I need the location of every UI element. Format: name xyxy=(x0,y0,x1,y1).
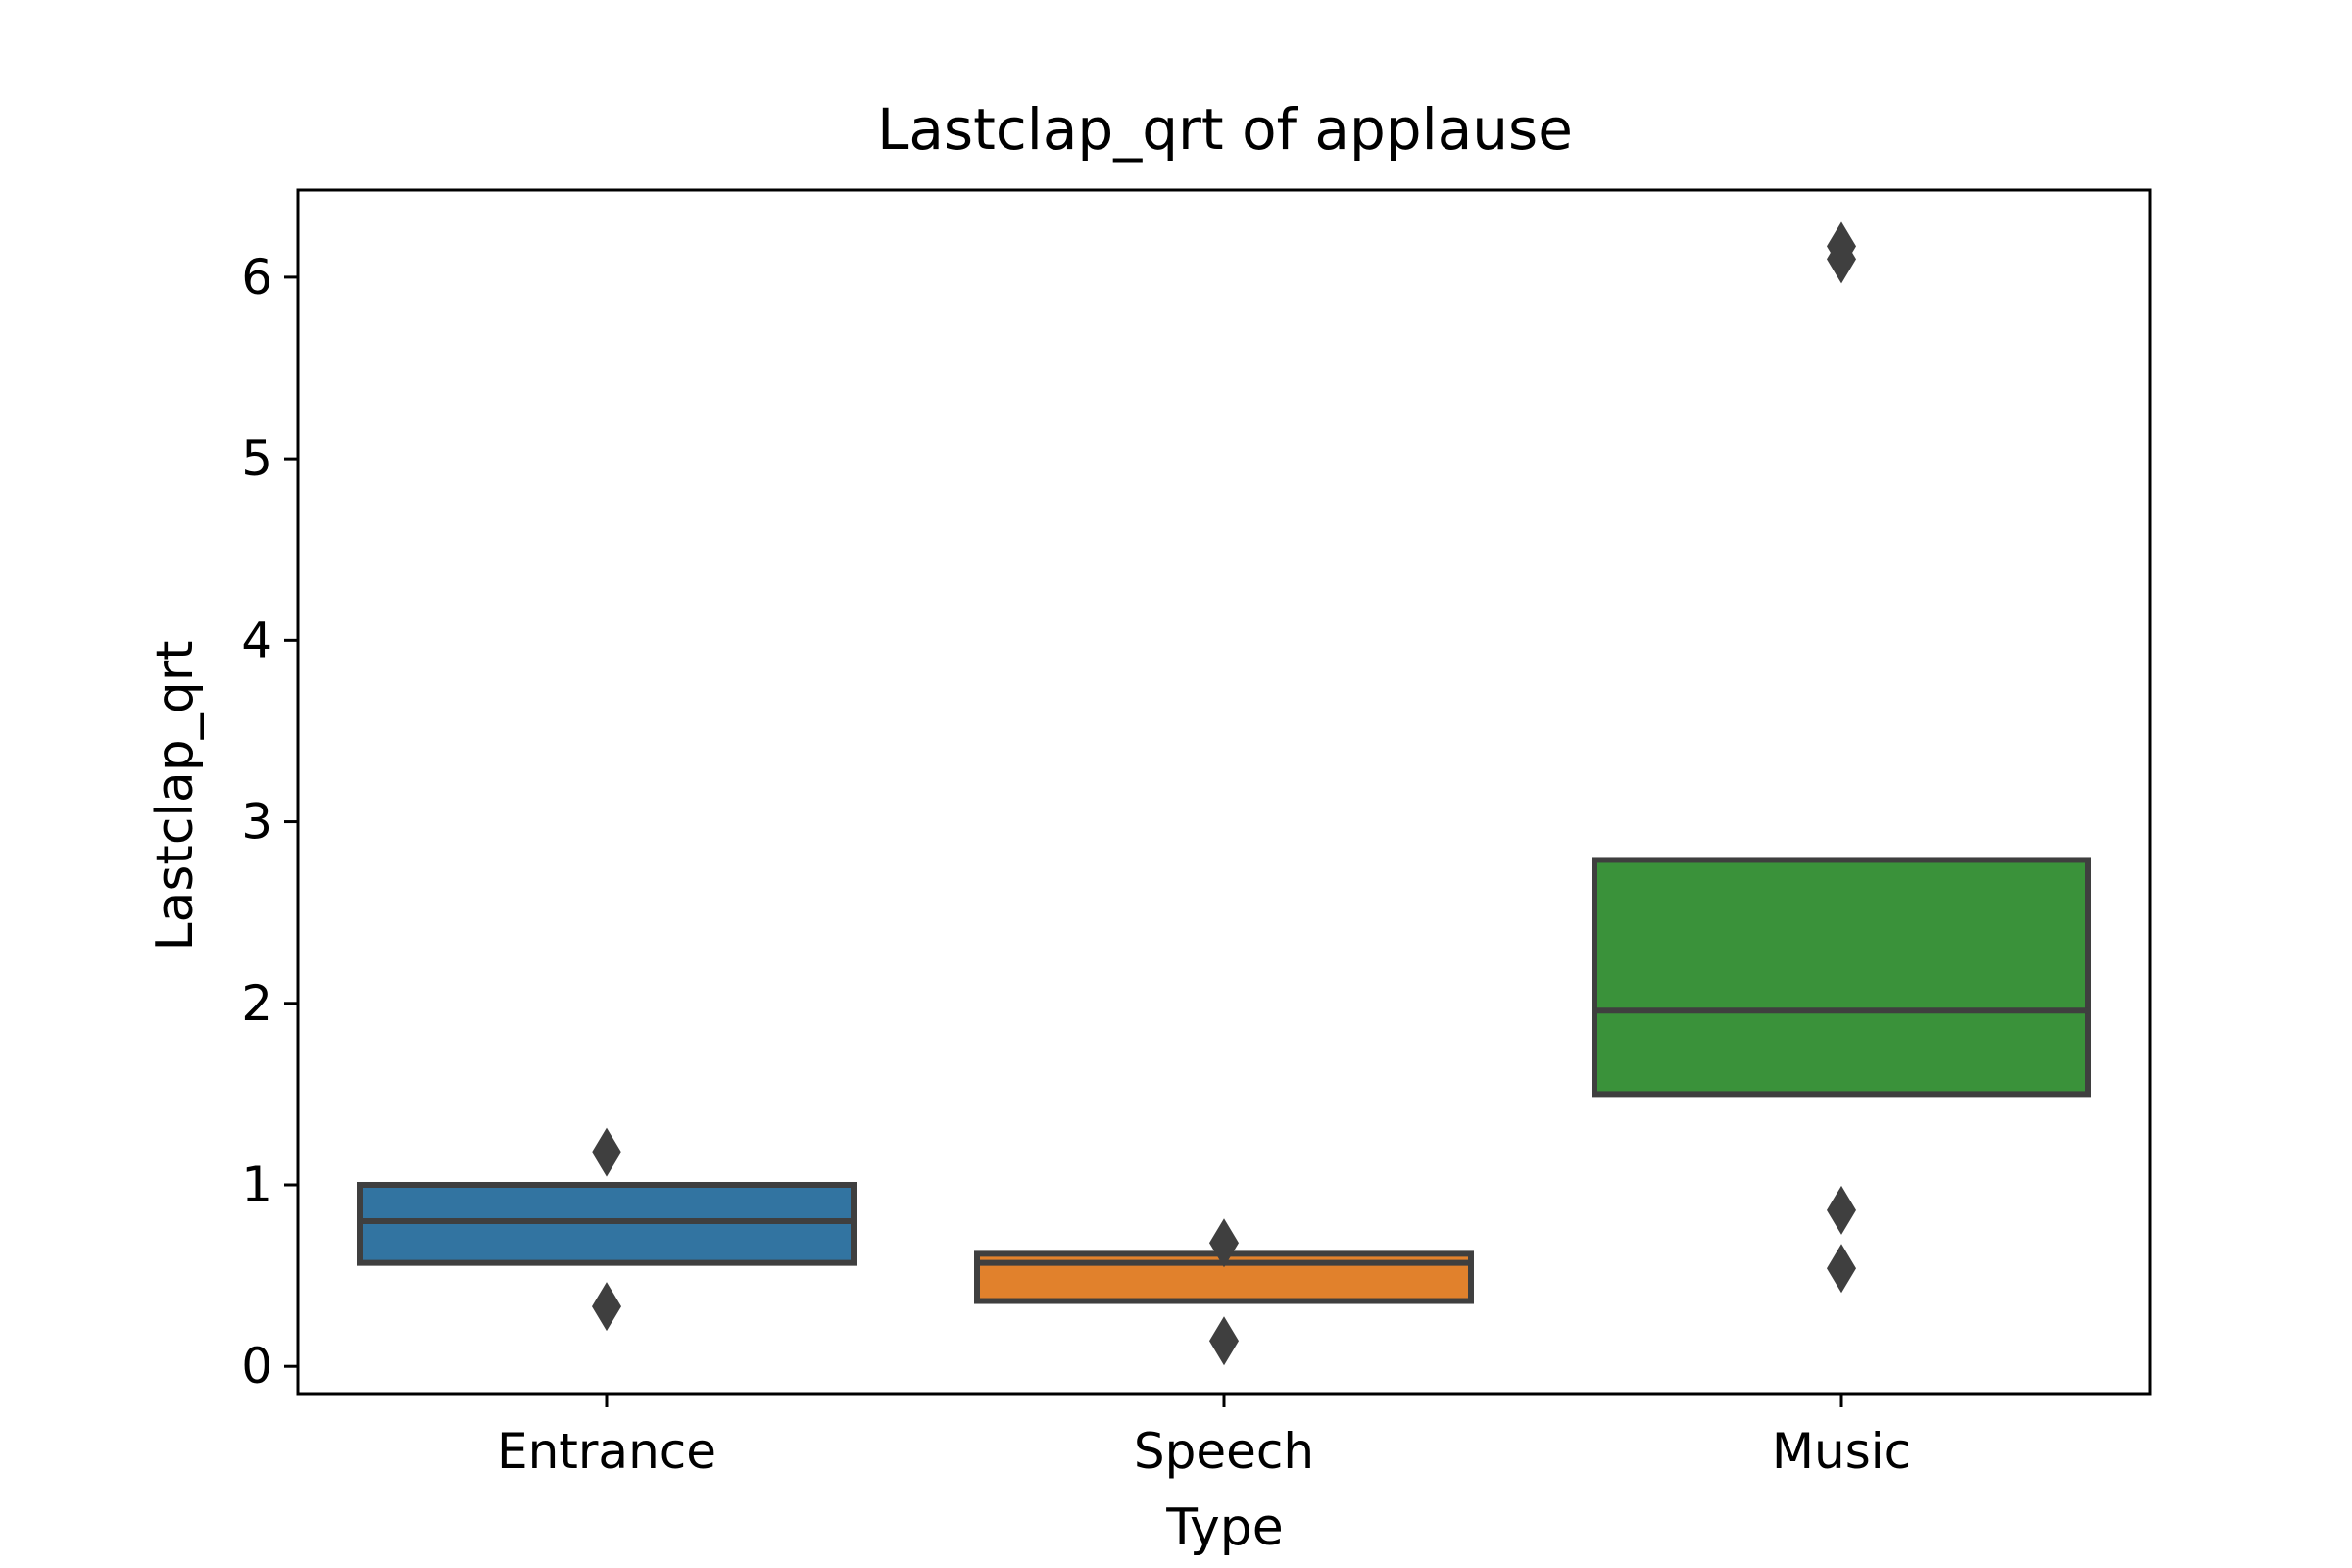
y-axis-label: Lastclap_qrt xyxy=(146,640,205,951)
x-tick-label: Music xyxy=(1772,1423,1911,1480)
outlier-point xyxy=(1827,1185,1856,1235)
x-tick-label: Speech xyxy=(1134,1423,1314,1480)
outliers xyxy=(592,221,1856,1366)
y-tick-label: 2 xyxy=(241,975,272,1032)
y-tick-label: 1 xyxy=(241,1156,272,1213)
x-axis: Entrance Speech Music xyxy=(497,1394,1911,1480)
y-tick-label: 4 xyxy=(241,612,272,668)
y-tick-label: 0 xyxy=(241,1338,272,1395)
x-tick-label: Entrance xyxy=(497,1423,716,1480)
outlier-point xyxy=(592,1282,621,1332)
chart-title: Lastclap_qrt of applause xyxy=(877,96,1573,163)
y-tick-label: 5 xyxy=(241,430,272,487)
y-tick-label: 3 xyxy=(241,794,272,851)
x-axis-label: Type xyxy=(1165,1498,1283,1557)
y-axis: 0 1 2 3 4 5 6 xyxy=(241,249,298,1395)
plot-frame xyxy=(296,188,2152,1396)
outlier-point xyxy=(1827,1244,1856,1294)
boxes xyxy=(357,857,2091,1304)
outlier-point xyxy=(1209,1218,1239,1268)
outlier-point xyxy=(1827,234,1856,284)
outlier-point xyxy=(592,1127,621,1177)
y-tick-label: 6 xyxy=(241,249,272,306)
outlier-point xyxy=(1209,1316,1239,1366)
box-music xyxy=(1592,857,2091,1098)
